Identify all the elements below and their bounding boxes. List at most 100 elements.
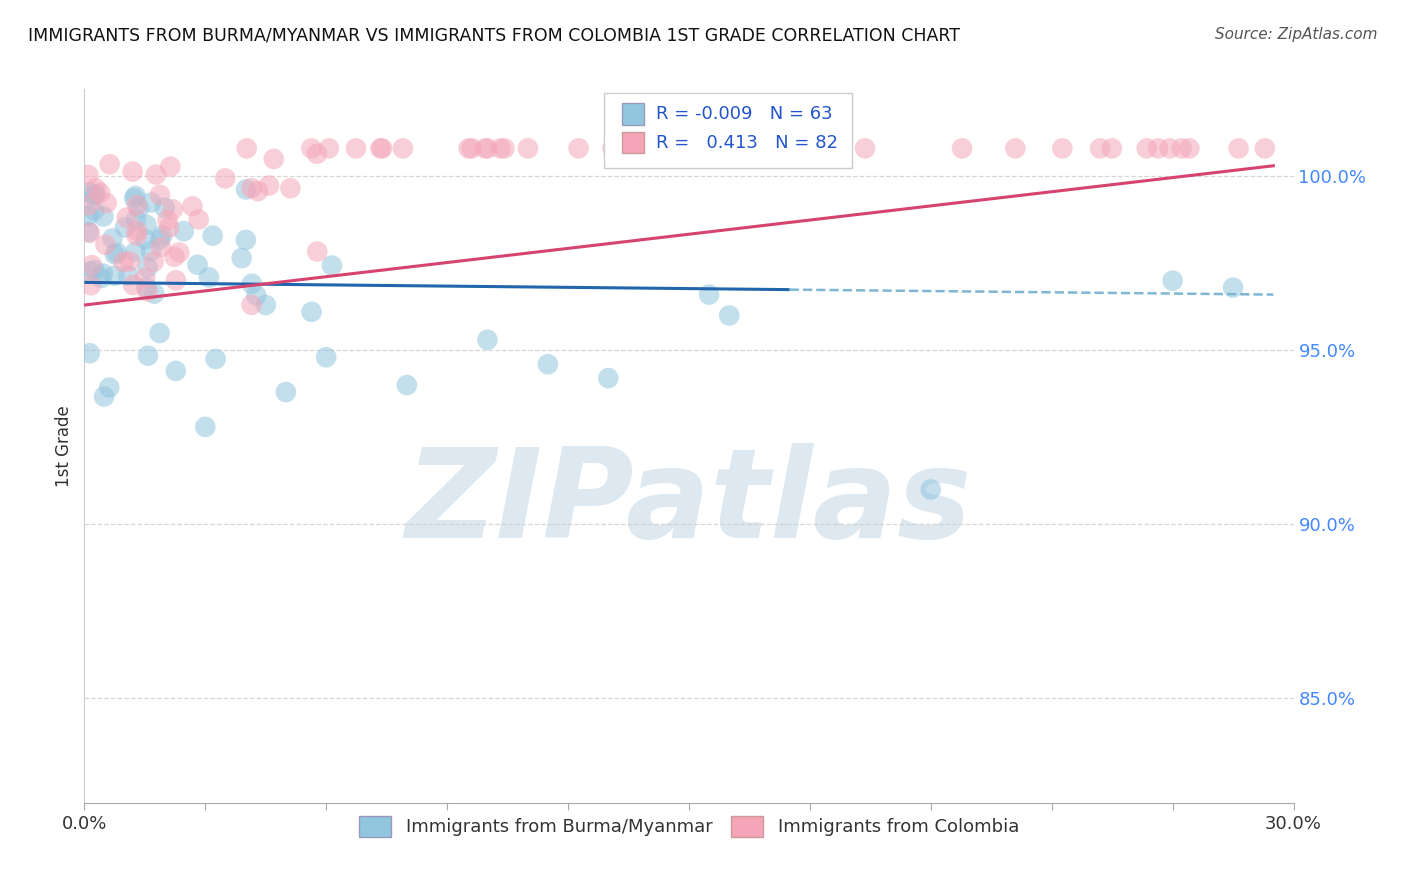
Point: [1101, 141, 1123, 155]
Point: [1052, 141, 1074, 155]
Point: [254, 298, 277, 312]
Point: [246, 184, 269, 198]
Point: [91, 267, 114, 281]
Point: [165, 364, 187, 378]
Point: [82, 188, 104, 202]
Point: [124, 244, 146, 259]
Point: [169, 245, 191, 260]
Point: [609, 141, 631, 155]
Point: [136, 349, 159, 363]
Point: [235, 182, 257, 196]
Point: [163, 250, 186, 264]
Point: [682, 141, 704, 155]
Point: [135, 218, 157, 232]
Point: [1161, 274, 1184, 288]
Point: [79, 226, 101, 240]
Text: R = -0.009   N = 63: R = -0.009 N = 63: [657, 105, 832, 123]
Point: [321, 259, 343, 273]
Point: [94, 237, 117, 252]
Point: [630, 141, 652, 155]
Point: [537, 357, 560, 371]
Text: IMMIGRANTS FROM BURMA/MYANMAR VS IMMIGRANTS FROM COLOMBIA 1ST GRADE CORRELATION : IMMIGRANTS FROM BURMA/MYANMAR VS IMMIGRA…: [28, 27, 960, 45]
Point: [315, 350, 337, 364]
Point: [79, 346, 101, 360]
Point: [198, 270, 221, 285]
Point: [274, 385, 297, 400]
Point: [98, 157, 121, 171]
Point: [201, 228, 224, 243]
Point: [84, 181, 107, 195]
Point: [125, 224, 148, 238]
Point: [1088, 141, 1111, 155]
Y-axis label: 1st Grade: 1st Grade: [55, 405, 73, 487]
Point: [145, 168, 167, 182]
Point: [150, 228, 173, 243]
Point: [165, 273, 187, 287]
Point: [489, 141, 512, 155]
Point: [134, 232, 156, 246]
Point: [654, 141, 676, 155]
Point: [602, 141, 624, 155]
Text: ZIPatlas: ZIPatlas: [406, 442, 972, 564]
Point: [149, 326, 172, 340]
Point: [457, 141, 479, 155]
Point: [643, 141, 665, 155]
Point: [477, 333, 499, 347]
Point: [395, 378, 418, 392]
Point: [240, 181, 263, 195]
Point: [474, 141, 496, 155]
Point: [117, 268, 139, 283]
Point: [853, 141, 876, 155]
Point: [950, 141, 973, 155]
Point: [122, 277, 145, 292]
Point: [235, 141, 257, 155]
Point: [156, 213, 179, 227]
Point: [142, 254, 165, 268]
Point: [136, 285, 159, 299]
Point: [83, 203, 105, 218]
Point: [157, 220, 180, 235]
Point: [77, 168, 100, 182]
Point: [83, 263, 105, 277]
Point: [125, 198, 148, 212]
Point: [1178, 141, 1201, 155]
Point: [1136, 141, 1159, 155]
Point: [98, 380, 121, 394]
Point: [1147, 141, 1170, 155]
Text: Source: ZipAtlas.com: Source: ZipAtlas.com: [1215, 27, 1378, 42]
Point: [173, 224, 195, 238]
Point: [194, 420, 217, 434]
Point: [125, 228, 148, 243]
Point: [755, 141, 778, 155]
Point: [124, 189, 146, 203]
Text: R =   0.413   N = 82: R = 0.413 N = 82: [657, 134, 838, 152]
Point: [231, 251, 253, 265]
Point: [792, 141, 814, 155]
Point: [318, 141, 340, 155]
Point: [1004, 141, 1026, 155]
Point: [371, 141, 394, 155]
Point: [149, 232, 172, 246]
Point: [516, 141, 538, 155]
Point: [307, 244, 329, 259]
Point: [128, 202, 150, 216]
Point: [153, 201, 176, 215]
Point: [181, 199, 204, 213]
Point: [494, 141, 516, 155]
Point: [214, 171, 236, 186]
Point: [235, 233, 257, 247]
Point: [801, 141, 824, 155]
Point: [77, 186, 100, 200]
Point: [112, 255, 135, 269]
Point: [718, 309, 741, 323]
Point: [77, 209, 100, 223]
Point: [723, 141, 745, 155]
Point: [344, 141, 367, 155]
Point: [134, 270, 156, 285]
Point: [477, 141, 499, 155]
Point: [204, 351, 226, 366]
Point: [104, 247, 127, 261]
FancyBboxPatch shape: [623, 132, 644, 153]
Point: [697, 287, 720, 301]
Point: [101, 231, 124, 245]
